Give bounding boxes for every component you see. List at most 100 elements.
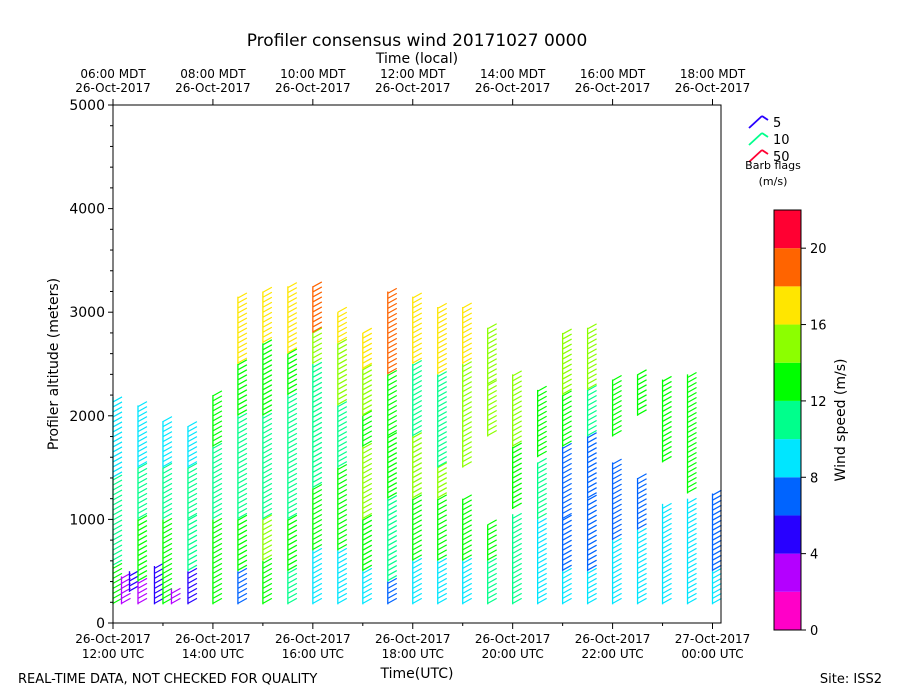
wind-barb bbox=[512, 502, 522, 509]
wind-barb bbox=[562, 440, 572, 447]
wind-barb bbox=[237, 492, 248, 499]
wind-barb bbox=[587, 524, 597, 531]
wind-profile-column bbox=[362, 327, 373, 605]
wind-barb bbox=[487, 353, 497, 360]
wind-barb bbox=[437, 357, 448, 364]
wind-barb bbox=[162, 431, 173, 438]
wind-barb bbox=[487, 338, 497, 345]
wind-barb bbox=[612, 537, 622, 544]
wind-barb bbox=[537, 395, 547, 402]
wind-barb bbox=[612, 577, 622, 584]
wind-barb bbox=[712, 564, 722, 571]
wind-barb bbox=[537, 537, 547, 544]
wind-barb bbox=[237, 477, 248, 484]
wind-barb bbox=[287, 577, 298, 584]
wind-barb bbox=[262, 344, 273, 351]
wind-barb bbox=[262, 497, 273, 504]
wind-barb bbox=[687, 517, 697, 524]
wind-barb bbox=[262, 524, 273, 531]
wind-barb bbox=[262, 316, 273, 323]
wind-profile-column bbox=[537, 385, 547, 605]
wind-barb bbox=[287, 378, 298, 385]
wind-barb bbox=[562, 447, 572, 454]
wind-barb bbox=[362, 364, 373, 371]
wind-barb bbox=[462, 514, 473, 521]
wind-barb bbox=[387, 545, 398, 552]
top-tick-label-time: 10:00 MDT bbox=[280, 67, 346, 81]
wind-barb bbox=[462, 357, 473, 364]
colorbar-tick-label: 4 bbox=[810, 548, 818, 563]
wind-barb bbox=[212, 572, 223, 579]
wind-barb bbox=[312, 426, 323, 433]
wind-barb bbox=[387, 510, 398, 517]
wind-barb bbox=[437, 386, 448, 393]
wind-barb bbox=[587, 437, 597, 444]
wind-barb bbox=[137, 446, 148, 453]
wind-barb bbox=[412, 467, 423, 474]
wind-barb bbox=[562, 430, 572, 437]
wind-barb bbox=[712, 489, 722, 496]
wind-barb bbox=[262, 587, 273, 594]
wind-barb bbox=[387, 442, 398, 449]
wind-barb bbox=[112, 479, 123, 486]
wind-barb bbox=[537, 415, 547, 422]
wind-barb bbox=[612, 483, 622, 490]
wind-barb bbox=[537, 572, 547, 579]
wind-barb bbox=[662, 527, 672, 534]
wind-barb bbox=[187, 534, 198, 541]
wind-barb bbox=[712, 534, 722, 541]
wind-barb bbox=[287, 597, 298, 604]
wind-barb bbox=[562, 420, 572, 427]
wind-barb bbox=[129, 570, 139, 577]
y-axis-label: Profiler altitude (meters) bbox=[46, 278, 62, 450]
wind-barb bbox=[262, 306, 273, 313]
wind-barb bbox=[412, 337, 423, 344]
wind-barb bbox=[512, 482, 522, 489]
wind-barb bbox=[387, 362, 398, 369]
wind-barb bbox=[287, 397, 298, 404]
wind-barb bbox=[112, 577, 123, 584]
wind-barb bbox=[237, 337, 248, 344]
wind-barb bbox=[312, 332, 323, 339]
wind-barb bbox=[312, 316, 323, 323]
wind-barb bbox=[412, 342, 423, 349]
wind-barb bbox=[462, 312, 473, 319]
wind-barb bbox=[437, 477, 448, 484]
wind-barb bbox=[262, 507, 273, 514]
wind-barb bbox=[387, 525, 398, 532]
wind-barb bbox=[362, 435, 373, 442]
wind-barb bbox=[487, 424, 497, 432]
wind-barb bbox=[587, 404, 597, 412]
wind-barb bbox=[562, 348, 572, 355]
wind-barb bbox=[687, 426, 697, 434]
wind-barb bbox=[262, 592, 273, 599]
wind-profile-column bbox=[187, 421, 198, 605]
wind-barb bbox=[362, 597, 373, 604]
wind-barb bbox=[287, 544, 298, 551]
wind-barb bbox=[487, 328, 497, 335]
wind-barb bbox=[362, 369, 373, 376]
y-tick-label: 0 bbox=[96, 616, 105, 632]
wind-barb bbox=[287, 482, 298, 489]
wind-barb bbox=[112, 431, 123, 438]
wind-barb bbox=[412, 549, 423, 556]
wind-barb bbox=[112, 509, 123, 516]
wind-barb bbox=[387, 565, 398, 572]
wind-barb bbox=[612, 384, 622, 392]
wind-barb bbox=[262, 437, 273, 444]
barb-legend-label: 5 bbox=[773, 116, 781, 131]
wind-barb bbox=[462, 307, 473, 314]
wind-barb bbox=[662, 592, 672, 599]
wind-barb bbox=[462, 337, 473, 344]
wind-barb bbox=[112, 597, 123, 604]
wind-barb bbox=[537, 472, 547, 479]
wind-barb bbox=[662, 587, 672, 594]
wind-barb bbox=[412, 419, 423, 427]
wind-barb bbox=[537, 487, 547, 494]
wind-barb bbox=[312, 476, 323, 483]
wind-barb bbox=[337, 321, 348, 328]
wind-barb bbox=[587, 492, 597, 499]
wind-barb bbox=[662, 385, 672, 392]
wind-barb bbox=[362, 399, 373, 406]
wind-barb bbox=[687, 476, 697, 484]
